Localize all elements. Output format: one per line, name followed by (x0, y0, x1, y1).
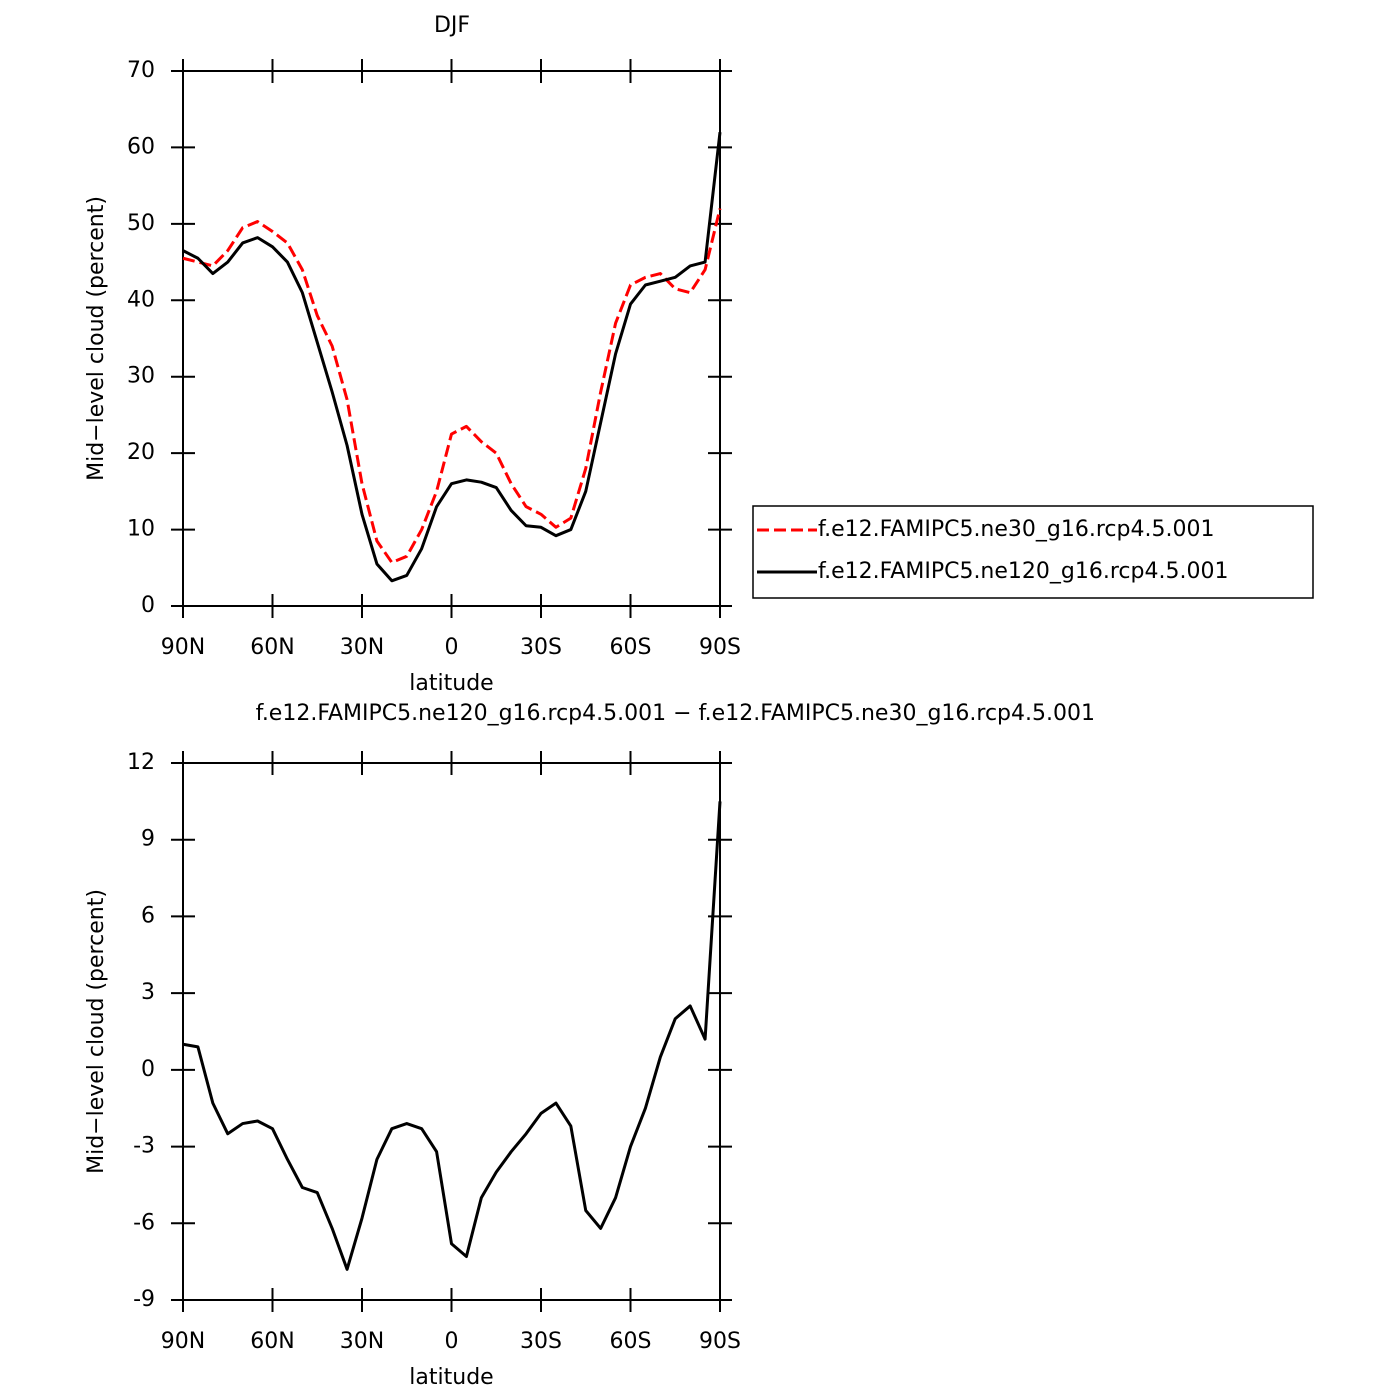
data-line (182, 208, 722, 564)
x-tick-label: 30S (520, 635, 562, 660)
y-tick-label: 12 (127, 750, 155, 775)
x-tick-label: 30N (340, 635, 384, 660)
data-line (182, 801, 722, 1271)
x-tick-label: 30N (340, 1329, 384, 1354)
x-tick-label: 90S (699, 1329, 741, 1354)
y-tick-label: 0 (141, 593, 155, 618)
x-tick-label: 90N (161, 635, 205, 660)
legend-label: f.e12.FAMIPC5.ne120_g16.rcp4.5.001 (818, 559, 1228, 584)
y-axis-label: Mid−level cloud (percent) (84, 889, 109, 1174)
y-tick-label: -6 (133, 1210, 155, 1235)
y-tick-label: 50 (127, 211, 155, 236)
y-tick-label: 6 (141, 903, 155, 928)
x-tick-label: 30S (520, 1329, 562, 1354)
chart-title: DJF (434, 13, 470, 38)
x-tick-label: 90N (161, 1329, 205, 1354)
chart-title: f.e12.FAMIPC5.ne120_g16.rcp4.5.001 − f.e… (256, 701, 1095, 726)
y-tick-label: 40 (127, 287, 155, 312)
legend-box (752, 505, 1314, 599)
x-tick-label: 0 (445, 635, 459, 660)
x-tick-label: 60S (610, 1329, 652, 1354)
data-line (182, 131, 722, 583)
x-tick-label: 60N (250, 1329, 294, 1354)
y-tick-label: 30 (127, 364, 155, 389)
y-tick-label: 70 (127, 58, 155, 83)
y-tick-label: 3 (141, 980, 155, 1005)
x-tick-label: 60S (610, 635, 652, 660)
plot-frame (182, 762, 721, 1301)
x-axis-label: latitude (409, 1365, 493, 1390)
x-axis-label: latitude (409, 671, 493, 696)
y-axis-label: Mid−level cloud (percent) (84, 196, 109, 481)
y-tick-label: -9 (133, 1287, 155, 1312)
y-tick-label: 9 (141, 827, 155, 852)
x-tick-label: 90S (699, 635, 741, 660)
y-tick-label: 0 (141, 1057, 155, 1082)
plot-frame (182, 70, 721, 607)
y-tick-label: -3 (133, 1134, 155, 1159)
y-tick-label: 10 (127, 517, 155, 542)
y-tick-label: 20 (127, 440, 155, 465)
legend-label: f.e12.FAMIPC5.ne30_g16.rcp4.5.001 (818, 517, 1214, 542)
x-tick-label: 0 (445, 1329, 459, 1354)
y-tick-label: 60 (127, 134, 155, 159)
x-tick-label: 60N (250, 635, 294, 660)
